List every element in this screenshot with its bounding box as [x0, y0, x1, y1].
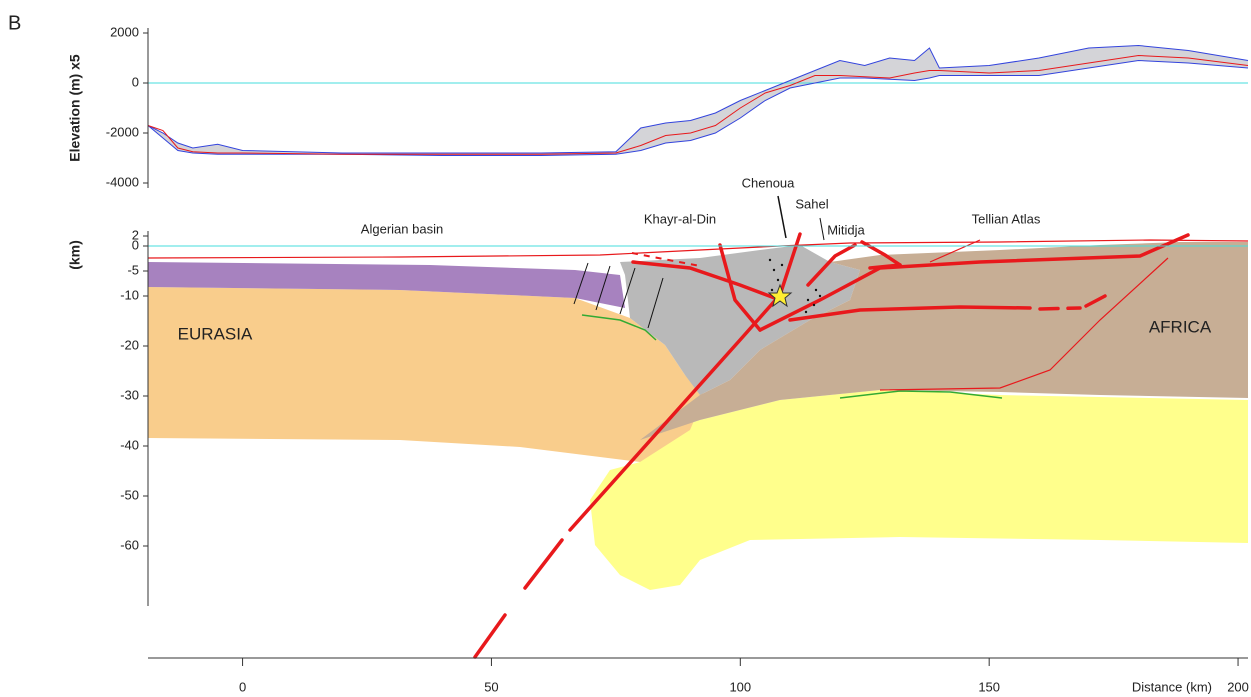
x-tick-label: 0 [239, 679, 246, 694]
x-tick-label: 50 [484, 679, 498, 694]
x-tick-label: 100 [729, 679, 751, 694]
accretionary-wedge [620, 245, 860, 395]
unit-label: Algerian basin [361, 221, 443, 236]
mantle [590, 390, 1248, 590]
y-tick-label: -4000 [106, 174, 139, 189]
sahel-arrow [819, 217, 825, 241]
seismicity [768, 258, 822, 314]
y-tick-label: -10 [120, 287, 139, 302]
eurasia-crust [148, 287, 705, 462]
unit-label: Tellian Atlas [972, 211, 1041, 226]
unit-label: EURASIA [178, 324, 253, 343]
y-axis-label: (km) [67, 240, 83, 270]
y-tick-label: -50 [120, 487, 139, 502]
faults [473, 232, 1190, 659]
elevation-mean [147, 54, 1249, 155]
x-axis-label: Distance (km) [1132, 679, 1212, 694]
chenoua-arrow [777, 195, 787, 239]
y-tick-label: -2000 [106, 124, 139, 139]
y-tick-label: 2000 [110, 24, 139, 39]
x-tick-label: 200 [1227, 679, 1249, 694]
unit-label: Chenoua [742, 175, 796, 190]
y-tick-label: 0 [132, 237, 139, 252]
panel-label: B [8, 12, 21, 34]
moho-eurasia [581, 314, 657, 341]
elevation-max [147, 44, 1249, 154]
unit-label: Sahel [795, 196, 828, 211]
unit-label: Mitidja [827, 222, 865, 237]
unit-label: Khayr-al-Din [644, 211, 716, 226]
y-tick-label: -60 [120, 537, 139, 552]
epicenter-star [767, 283, 793, 308]
range-fill [148, 45, 1248, 156]
y-tick-label: -20 [120, 337, 139, 352]
y-tick-label: -5 [127, 262, 139, 277]
moho-africa [839, 390, 1003, 399]
sediment-layer [148, 262, 625, 308]
africa-crust [640, 242, 1248, 440]
unit-label: AFRICA [1149, 317, 1212, 336]
y-axis-label: Elevation (m) x5 [67, 54, 83, 162]
elevation-min [147, 59, 1249, 156]
y-tick-label: -40 [120, 437, 139, 452]
y-tick-label: -30 [120, 387, 139, 402]
normal-faults [573, 262, 664, 329]
x-tick-label: 150 [978, 679, 1000, 694]
y-tick-label: 2 [132, 227, 139, 242]
y-tick-label: 0 [132, 74, 139, 89]
cross-section-units [147, 195, 1249, 659]
